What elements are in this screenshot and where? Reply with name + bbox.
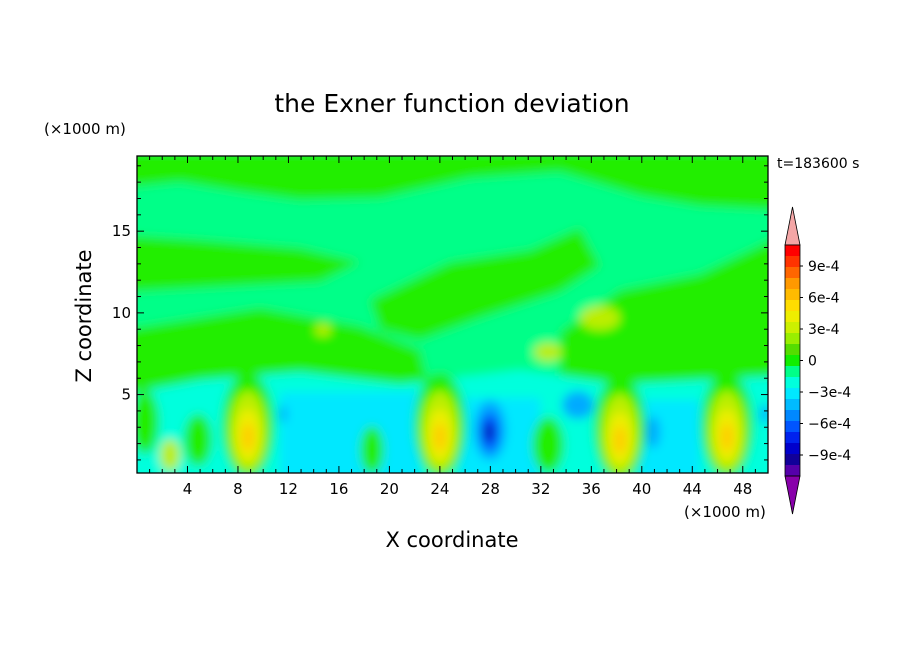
chart-title: the Exner function deviation	[274, 89, 629, 118]
x-tick-label: 28	[481, 480, 500, 498]
contour-region	[560, 241, 768, 392]
y-tick-label: 15	[112, 222, 131, 240]
colorbar-label: −9e-4	[808, 448, 851, 464]
x-tick-label: 8	[233, 480, 243, 498]
contour-region	[315, 324, 331, 336]
y-tick-label: 10	[112, 304, 131, 322]
y-unit-label: (×1000 m)	[44, 120, 126, 138]
colorbar-swatch	[785, 322, 800, 334]
contour-region	[137, 390, 159, 454]
contour-region	[532, 417, 564, 473]
colorbar-label: −3e-4	[808, 385, 851, 401]
colorbar-swatch	[785, 311, 800, 323]
colorbar-swatch	[785, 267, 800, 279]
x-tick-label: 48	[733, 480, 752, 498]
x-tick-label: 40	[632, 480, 651, 498]
contour-region	[137, 236, 360, 292]
colorbar-swatch	[785, 432, 800, 444]
x-tick-label: 32	[531, 480, 550, 498]
y-axis: 5 10 15	[112, 165, 768, 461]
contour-region	[646, 416, 660, 448]
x-axis: 4 8 12 16 20 24 28 32 36 40 44 48	[149, 156, 756, 498]
colorbar-swatch	[785, 300, 800, 312]
contour-region	[242, 423, 254, 451]
colorbar-swatch	[785, 344, 800, 356]
colorbar-label: −6e-4	[808, 417, 851, 433]
x-axis-title: X coordinate	[385, 528, 518, 552]
contour-region	[760, 404, 768, 424]
colorbar: 9e-4 6e-4 3e-4 0 −3e-4 −6e-4 −9e-4	[784, 206, 851, 515]
colorbar-swatch	[785, 366, 800, 378]
colorbar-label: 3e-4	[808, 322, 840, 338]
colorbar-swatch	[785, 377, 800, 389]
contour-region	[614, 426, 626, 454]
x-tick-label: 4	[183, 480, 193, 498]
contour-region	[486, 426, 492, 438]
x-tick-label: 20	[380, 480, 399, 498]
colorbar-swatch	[785, 410, 800, 422]
colorbar-label: 9e-4	[808, 259, 840, 275]
colorbar-label: 6e-4	[808, 291, 840, 307]
colorbar-swatch	[785, 399, 800, 411]
x-tick-label: 12	[279, 480, 298, 498]
colorbar-bottom-arrow	[784, 475, 801, 515]
contour-region	[160, 439, 180, 471]
x-tick-label: 16	[329, 480, 348, 498]
colorbar-swatch	[785, 289, 800, 301]
colorbar-swatch	[785, 421, 800, 433]
contour-region	[370, 228, 600, 340]
x-tick-label: 36	[582, 480, 601, 498]
colorbar-label: 0	[808, 354, 817, 370]
colorbar-swatch	[785, 245, 800, 257]
contour-region	[279, 405, 287, 423]
contour-region	[562, 391, 594, 419]
time-label: t=183600 s	[777, 156, 859, 172]
x-unit-label: (×1000 m)	[684, 503, 766, 521]
contour-region	[534, 343, 562, 361]
colorbar-swatch	[785, 333, 800, 345]
y-tick-label: 5	[121, 386, 131, 404]
contour-region	[184, 414, 212, 466]
x-tick-label: 24	[430, 480, 449, 498]
y-axis-title: Z coordinate	[72, 249, 96, 382]
colorbar-swatch	[785, 443, 800, 455]
colorbar-swatch	[785, 454, 800, 466]
contour-field	[137, 156, 768, 473]
colorbar-swatch	[785, 278, 800, 290]
contour-region	[580, 306, 620, 330]
contour-region	[434, 423, 446, 451]
x-tick-label: 44	[683, 480, 702, 498]
contour-region	[360, 426, 384, 473]
contour-region	[280, 392, 420, 473]
colorbar-swatch	[785, 256, 800, 268]
colorbar-top-arrow	[784, 206, 801, 246]
contour-region	[137, 308, 430, 392]
contour-region	[137, 156, 768, 210]
contour-region	[721, 423, 733, 451]
colorbar-swatch	[785, 355, 800, 367]
colorbar-swatch	[785, 388, 800, 400]
colorbar-swatch	[785, 465, 800, 477]
